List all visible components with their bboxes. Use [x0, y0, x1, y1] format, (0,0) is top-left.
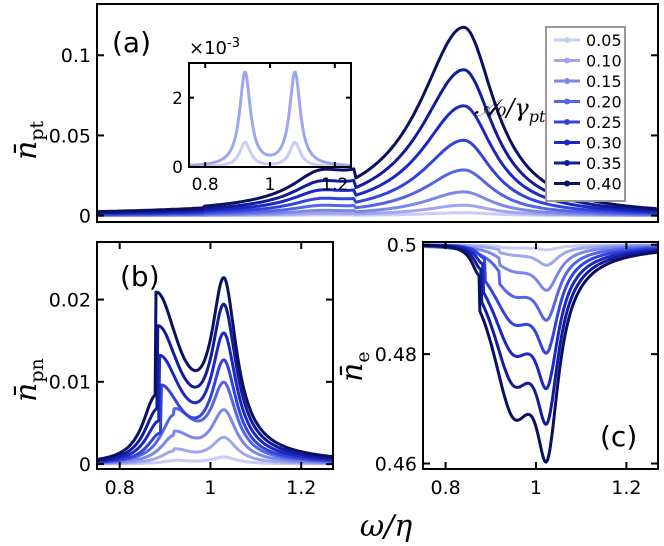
series-0.35-curve — [422, 243, 659, 426]
series-0.10-curve — [96, 435, 334, 465]
panel-c-curves — [422, 243, 659, 464]
legend-label-0.10: 0.10 — [586, 52, 622, 71]
series-0.20-curve — [96, 380, 334, 464]
panel-c-ticks: 0.46 0.48 0.5 0.8 1 1.2 — [375, 235, 658, 499]
panel-b-xtick-label: 1.2 — [286, 477, 316, 499]
series-0.25-curve — [96, 358, 334, 464]
panel-c: 0.46 0.48 0.5 0.8 1 1.2 (c) n̄e — [335, 235, 659, 499]
x-axis-label: ω/η — [360, 509, 413, 544]
panel-c-ytick-label: 0.5 — [387, 235, 417, 257]
panel-a-ytick-label: 0.1 — [61, 45, 91, 67]
panel-b: 0 0.01 0.02 0.8 1 1.2 (b) n̄pn — [9, 241, 334, 499]
inset-series-0.10-curve — [188, 70, 352, 167]
series-0.30-curve — [422, 243, 659, 391]
legend-marker-0.10 — [564, 57, 570, 64]
legend-marker-0.05 — [564, 37, 570, 43]
legend-marker-0.25 — [564, 119, 570, 125]
series-0.40-curve — [422, 244, 659, 464]
legend-marker-0.35 — [564, 160, 570, 166]
series-0.15-curve — [96, 408, 334, 465]
panel-b-ytick-label: 0.01 — [49, 372, 91, 394]
legend-title: 𝒜₀/γpt — [474, 94, 546, 126]
legend-label-0.30: 0.30 — [586, 134, 622, 153]
legend-label-0.15: 0.15 — [586, 72, 622, 91]
legend-label-0.40: 0.40 — [586, 175, 622, 194]
panel-b-curves — [96, 276, 334, 466]
legend-marker-0.30 — [564, 139, 570, 146]
legend-entries: 0.05 0.100.15 0.200.25 0.300.35 0.40 — [554, 31, 622, 194]
panel-a-curves — [96, 25, 659, 217]
panel-a-ylabel: n̄pt — [9, 121, 48, 160]
panel-c-ylabel: n̄e — [335, 351, 374, 382]
series-0.40-curve — [96, 276, 334, 461]
panel-a-inset: 0 2 0.8 1 1.2 ×10-3 — [172, 36, 352, 195]
panel-b-xtick-label: 0.8 — [105, 477, 135, 499]
legend-marker-0.40 — [564, 180, 570, 187]
panel-b-ytick-label: 0 — [79, 454, 91, 476]
panel-a-ticks: 0 0.05 0.1 — [49, 45, 658, 227]
series-0.35-curve — [96, 302, 334, 462]
inset-xtick-label: 1.2 — [321, 175, 348, 195]
panel-c-label: (c) — [600, 420, 637, 453]
legend-marker-0.20 — [564, 98, 570, 105]
inset-background — [189, 63, 351, 167]
panel-c-ytick-label: 0.48 — [375, 344, 417, 366]
legend-box — [545, 26, 626, 202]
inset-ytick-label: 0 — [172, 158, 183, 178]
panel-b-ylabel: n̄pn — [9, 358, 48, 402]
panel-b-ytick-label: 0.02 — [49, 289, 91, 311]
inset-scale-label: ×10-3 — [189, 36, 240, 59]
panel-b-ticks: 0 0.01 0.02 0.8 1 1.2 — [49, 242, 333, 499]
inset-xtick-label: 1 — [265, 175, 276, 195]
series-0.30-curve — [96, 331, 334, 463]
panel-c-ytick-label: 0.46 — [375, 453, 417, 475]
legend-marker-0.15 — [564, 78, 570, 84]
legend-label-0.20: 0.20 — [586, 93, 622, 112]
panel-c-xtick-label: 1.2 — [611, 477, 641, 499]
panel-b-xtick-label: 1 — [204, 477, 216, 499]
panel-b-label: (b) — [120, 260, 160, 293]
panel-a-ytick-label: 0 — [79, 205, 91, 227]
panel-a: 00.050.1 (a) n̄pt 020.8 1 1.2 ×10-3 0.050.… — [9, 3, 659, 227]
legend-label-0.35: 0.35 — [586, 154, 622, 173]
inset-xtick-label: 0.8 — [192, 175, 219, 195]
legend-label-0.05: 0.05 — [586, 31, 622, 50]
panel-a-ytick-label: 0.05 — [49, 125, 91, 147]
panel-b-frame — [96, 241, 334, 470]
panel-c-frame — [422, 241, 659, 470]
legend-label-0.25: 0.25 — [586, 113, 622, 132]
panel-c-xtick-label: 0.8 — [430, 477, 460, 499]
panel-c-xtick-label: 1 — [530, 477, 542, 499]
inset-ticks: 0 2 0.8 1 1.2 — [172, 63, 351, 195]
legend: 0.05 0.100.15 0.200.25 0.300.35 0.40 𝒜₀/γpt — [474, 26, 626, 202]
inset-ytick-label: 2 — [172, 89, 183, 109]
panel-a-label: (a) — [112, 26, 151, 59]
panel-a-frame — [96, 3, 659, 223]
